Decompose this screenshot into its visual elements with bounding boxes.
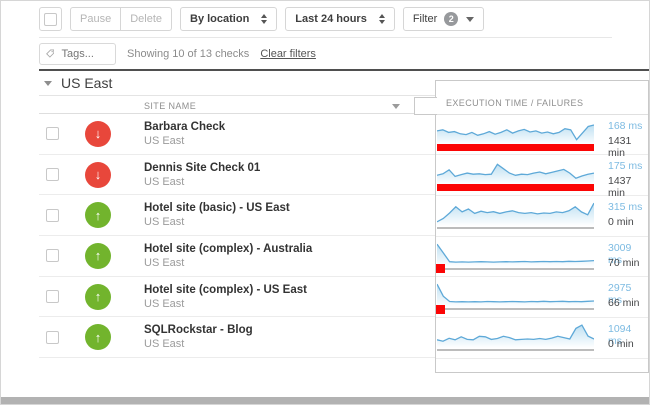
collapse-caret-icon[interactable] — [44, 81, 52, 86]
row-checkbox[interactable] — [46, 127, 59, 140]
check-location: US East — [144, 338, 253, 350]
group-by-label: By location — [190, 13, 249, 25]
tag-icon — [46, 48, 54, 59]
pause-button[interactable]: Pause — [70, 7, 121, 31]
status-down-icon: ↓ — [85, 162, 111, 188]
failure-minutes: 70 min — [608, 257, 640, 269]
check-info: SQLRockstar - Blog US East — [144, 324, 253, 350]
check-info: Hotel site (complex) - US East US East — [144, 284, 307, 310]
stepper-icon — [261, 14, 267, 24]
check-info: Hotel site (basic) - US East US East — [144, 202, 290, 228]
response-time-sparkline — [437, 241, 594, 267]
failure-line — [437, 227, 594, 229]
filter-button[interactable]: Filter 2 — [403, 7, 484, 31]
section-title: US East — [61, 75, 112, 91]
tags-bar: Showing 10 of 13 checks Clear filters — [39, 38, 316, 69]
sort-caret-icon[interactable] — [392, 104, 400, 109]
time-range-label: Last 24 hours — [295, 13, 367, 25]
execution-cells: 168 ms 1431 min 175 ms 1437 min 315 ms 0… — [436, 115, 648, 359]
group-by-select[interactable]: By location — [180, 7, 277, 31]
clear-filters-link[interactable]: Clear filters — [260, 48, 316, 60]
row-checkbox[interactable] — [46, 209, 59, 222]
check-location: US East — [144, 298, 307, 310]
response-time-value: 315 ms — [608, 201, 642, 213]
failure-line — [437, 308, 594, 310]
execution-cell[interactable]: 168 ms 1431 min — [436, 115, 648, 156]
check-location: US East — [144, 176, 260, 188]
check-name: Dennis Site Check 01 — [144, 162, 260, 174]
check-name: Hotel site (basic) - US East — [144, 202, 290, 214]
stepper-icon — [379, 14, 385, 24]
row-checkbox[interactable] — [46, 331, 59, 344]
check-location: US East — [144, 135, 225, 147]
execution-panel-tab — [414, 97, 437, 115]
select-all-button[interactable] — [39, 7, 62, 31]
status-up-icon: ↑ — [85, 324, 111, 350]
response-time-sparkline — [437, 159, 594, 185]
showing-checks-count: Showing 10 of 13 checks — [127, 48, 249, 60]
tags-input[interactable] — [59, 47, 109, 61]
checks-dashboard: Pause Delete By location Last 24 hours F… — [0, 0, 650, 405]
tags-input-wrapper[interactable] — [39, 43, 116, 65]
check-location: US East — [144, 216, 290, 228]
toolbar: Pause Delete By location Last 24 hours F… — [39, 1, 612, 38]
response-time-value: 168 ms — [608, 120, 642, 132]
check-location: US East — [144, 257, 312, 269]
failure-bar — [437, 184, 594, 191]
status-up-icon: ↑ — [85, 284, 111, 310]
execution-column-header: EXECUTION TIME / FAILURES — [436, 81, 648, 115]
response-time-value: 175 ms — [608, 160, 642, 172]
response-time-sparkline — [437, 200, 594, 226]
failure-minutes: 66 min — [608, 297, 640, 309]
caret-down-icon — [466, 17, 474, 22]
window-bottom-edge — [1, 397, 649, 404]
failure-line — [437, 349, 594, 351]
filter-label: Filter — [413, 13, 437, 25]
response-time-sparkline — [437, 119, 594, 145]
row-checkbox[interactable] — [46, 290, 59, 303]
execution-cell[interactable]: 2975 ms 66 min — [436, 277, 648, 318]
failure-marker — [436, 305, 445, 314]
check-name: Hotel site (complex) - US East — [144, 284, 307, 296]
execution-cell[interactable]: 1094 ms 0 min — [436, 318, 648, 359]
site-name-column-header[interactable]: SITE NAME — [144, 101, 196, 111]
execution-cell[interactable]: 175 ms 1437 min — [436, 155, 648, 196]
select-all-checkbox[interactable] — [44, 13, 57, 26]
delete-button[interactable]: Delete — [121, 7, 172, 31]
failure-minutes: 0 min — [608, 216, 634, 228]
execution-cell[interactable]: 3009 ms 70 min — [436, 237, 648, 278]
row-checkbox[interactable] — [46, 168, 59, 181]
check-name: Barbara Check — [144, 121, 225, 133]
status-up-icon: ↑ — [85, 202, 111, 228]
failure-marker — [436, 264, 445, 273]
check-info: Barbara Check US East — [144, 121, 225, 147]
bulk-actions-group: Pause Delete — [70, 7, 172, 31]
time-range-select[interactable]: Last 24 hours — [285, 7, 395, 31]
status-down-icon: ↓ — [85, 121, 111, 147]
failure-bar — [437, 144, 594, 151]
execution-panel: EXECUTION TIME / FAILURES 168 ms 1431 mi… — [435, 80, 649, 373]
check-name: Hotel site (complex) - Australia — [144, 243, 312, 255]
failure-line — [437, 268, 594, 270]
check-name: SQLRockstar - Blog — [144, 324, 253, 336]
status-up-icon: ↑ — [85, 243, 111, 269]
row-checkbox[interactable] — [46, 249, 59, 262]
check-info: Hotel site (complex) - Australia US East — [144, 243, 312, 269]
execution-cell[interactable]: 315 ms 0 min — [436, 196, 648, 237]
filter-count-badge: 2 — [444, 12, 458, 26]
failure-minutes: 0 min — [608, 338, 634, 350]
check-info: Dennis Site Check 01 US East — [144, 162, 260, 188]
response-time-sparkline — [437, 281, 594, 307]
response-time-sparkline — [437, 322, 594, 348]
